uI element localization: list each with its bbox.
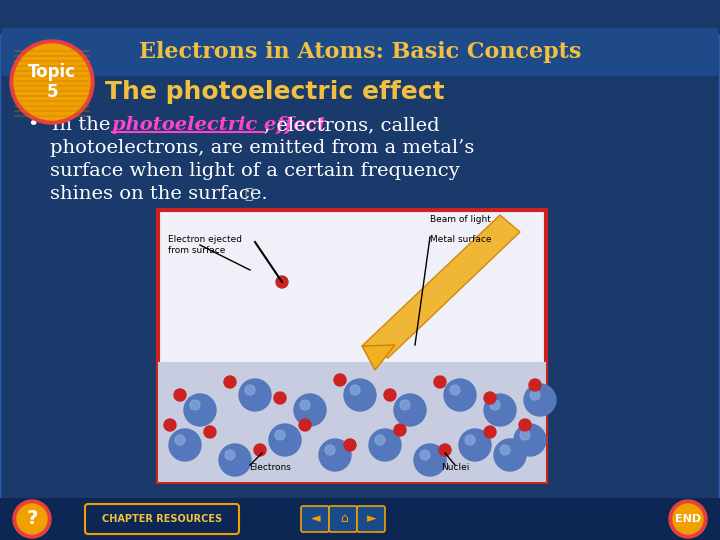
Text: Nuclei: Nuclei bbox=[441, 463, 469, 472]
Circle shape bbox=[13, 500, 51, 538]
Circle shape bbox=[369, 429, 401, 461]
Text: Metal surface: Metal surface bbox=[430, 235, 492, 245]
Circle shape bbox=[274, 392, 286, 404]
Circle shape bbox=[520, 430, 530, 440]
Text: The photoelectric effect: The photoelectric effect bbox=[105, 80, 445, 104]
Text: Beam of light: Beam of light bbox=[430, 215, 491, 225]
Text: •  In the: • In the bbox=[28, 116, 117, 134]
Circle shape bbox=[164, 419, 176, 431]
Circle shape bbox=[394, 424, 406, 436]
Circle shape bbox=[484, 426, 496, 438]
Circle shape bbox=[530, 390, 540, 400]
Circle shape bbox=[204, 426, 216, 438]
Polygon shape bbox=[362, 345, 395, 370]
Polygon shape bbox=[362, 215, 520, 358]
Circle shape bbox=[300, 400, 310, 410]
Circle shape bbox=[190, 400, 200, 410]
Circle shape bbox=[319, 439, 351, 471]
Circle shape bbox=[344, 379, 376, 411]
Circle shape bbox=[500, 445, 510, 455]
Circle shape bbox=[325, 445, 335, 455]
Circle shape bbox=[174, 389, 186, 401]
Circle shape bbox=[439, 444, 451, 456]
Circle shape bbox=[294, 394, 326, 426]
Circle shape bbox=[394, 394, 426, 426]
Text: ►: ► bbox=[367, 512, 377, 525]
Circle shape bbox=[494, 439, 526, 471]
Text: 🔈: 🔈 bbox=[244, 187, 253, 201]
Circle shape bbox=[276, 276, 288, 288]
Text: ?: ? bbox=[27, 510, 37, 529]
Circle shape bbox=[344, 439, 356, 451]
Circle shape bbox=[169, 429, 201, 461]
Circle shape bbox=[299, 419, 311, 431]
Text: , electrons, called: , electrons, called bbox=[264, 116, 440, 134]
Circle shape bbox=[269, 424, 301, 456]
Circle shape bbox=[184, 394, 216, 426]
Circle shape bbox=[519, 419, 531, 431]
Text: ⌂: ⌂ bbox=[340, 512, 348, 525]
Circle shape bbox=[375, 435, 385, 445]
Text: Electron ejected
from surface: Electron ejected from surface bbox=[168, 235, 242, 255]
Circle shape bbox=[490, 400, 500, 410]
FancyBboxPatch shape bbox=[357, 506, 385, 532]
Circle shape bbox=[434, 376, 446, 388]
Text: shines on the surface.: shines on the surface. bbox=[50, 185, 268, 203]
Circle shape bbox=[484, 392, 496, 404]
Circle shape bbox=[673, 504, 703, 534]
Circle shape bbox=[414, 444, 446, 476]
FancyBboxPatch shape bbox=[2, 28, 718, 76]
FancyBboxPatch shape bbox=[158, 210, 546, 482]
Circle shape bbox=[350, 385, 360, 395]
Circle shape bbox=[669, 500, 707, 538]
Text: photoelectrons, are emitted from a metal’s: photoelectrons, are emitted from a metal… bbox=[50, 139, 474, 157]
FancyBboxPatch shape bbox=[0, 498, 720, 540]
Circle shape bbox=[420, 450, 430, 460]
FancyBboxPatch shape bbox=[0, 34, 720, 508]
Circle shape bbox=[219, 444, 251, 476]
Circle shape bbox=[10, 40, 94, 124]
FancyBboxPatch shape bbox=[329, 506, 357, 532]
Circle shape bbox=[175, 435, 185, 445]
Circle shape bbox=[514, 424, 546, 456]
Circle shape bbox=[224, 376, 236, 388]
Circle shape bbox=[14, 44, 90, 120]
Text: Topic
5: Topic 5 bbox=[28, 63, 76, 102]
Circle shape bbox=[275, 430, 285, 440]
Circle shape bbox=[254, 444, 266, 456]
Circle shape bbox=[529, 379, 541, 391]
Text: Electrons in Atoms: Basic Concepts: Electrons in Atoms: Basic Concepts bbox=[139, 41, 581, 63]
Text: surface when light of a certain frequency: surface when light of a certain frequenc… bbox=[50, 162, 460, 180]
Text: END: END bbox=[675, 514, 701, 524]
Circle shape bbox=[225, 450, 235, 460]
FancyBboxPatch shape bbox=[301, 506, 329, 532]
FancyBboxPatch shape bbox=[158, 362, 546, 482]
Circle shape bbox=[459, 429, 491, 461]
Circle shape bbox=[465, 435, 475, 445]
Circle shape bbox=[450, 385, 460, 395]
Circle shape bbox=[384, 389, 396, 401]
Text: Electrons: Electrons bbox=[249, 463, 291, 472]
Text: CHAPTER RESOURCES: CHAPTER RESOURCES bbox=[102, 514, 222, 524]
Circle shape bbox=[484, 394, 516, 426]
Circle shape bbox=[245, 385, 255, 395]
Circle shape bbox=[17, 504, 47, 534]
Circle shape bbox=[400, 400, 410, 410]
Circle shape bbox=[334, 374, 346, 386]
Text: ◄: ◄ bbox=[311, 512, 321, 525]
FancyBboxPatch shape bbox=[85, 504, 239, 534]
Text: photoelectric effect: photoelectric effect bbox=[112, 116, 326, 134]
Circle shape bbox=[444, 379, 476, 411]
Circle shape bbox=[524, 384, 556, 416]
Circle shape bbox=[239, 379, 271, 411]
